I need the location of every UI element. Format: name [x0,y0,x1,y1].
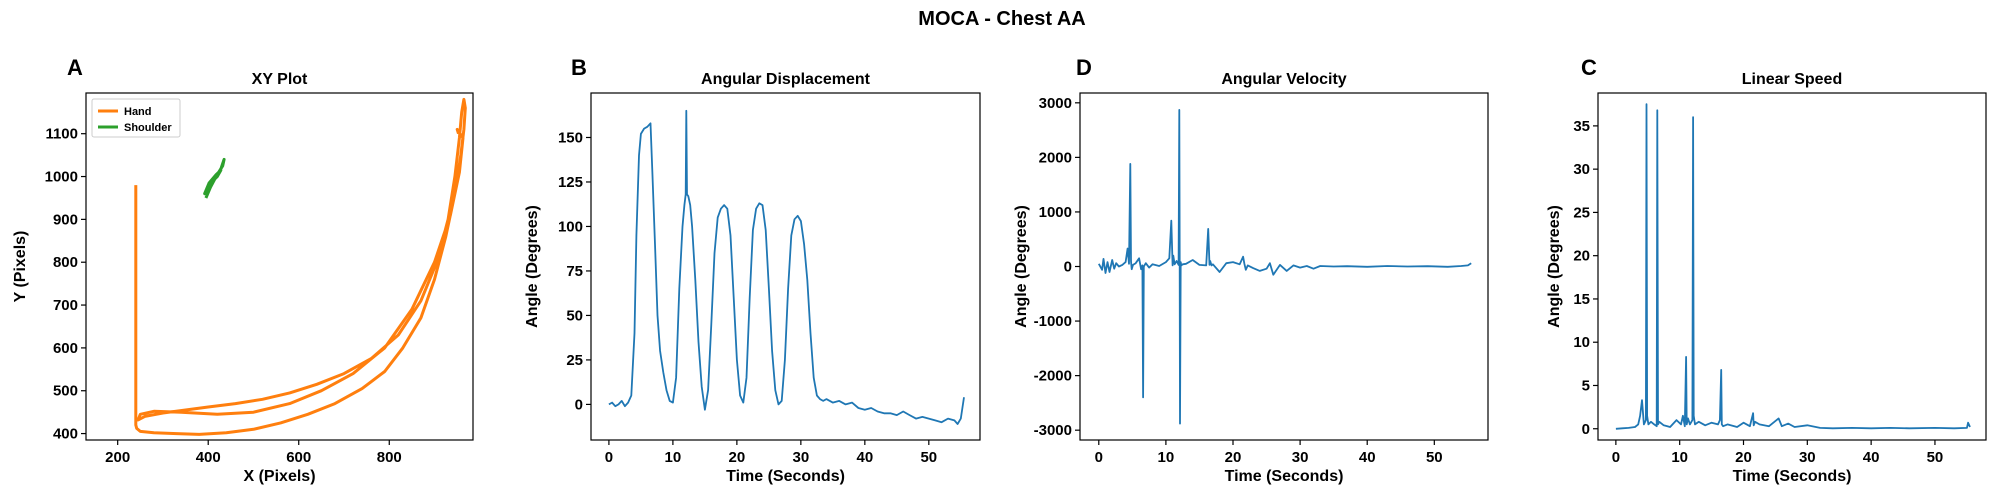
x-tick-label: 0 [1095,449,1103,466]
y-tick-label: 150 [558,129,583,146]
y-axis-label: Y (Pixels) [12,231,29,303]
y-tick-label: 0 [1064,259,1072,276]
x-tick-label: 20 [729,449,746,466]
x-axis-label: X (Pixels) [243,468,315,485]
x-tick-label: 30 [1799,449,1816,466]
y-tick-label: 10 [1573,334,1590,351]
figure-title: MOCA - Chest AA [918,8,1085,30]
x-tick-label: 10 [1671,449,1688,466]
panel-title: Linear Speed [1742,71,1842,88]
x-tick-label: 600 [286,449,311,466]
y-tick-label: 25 [566,352,583,369]
y-axis-label: Angle (Degrees) [1013,205,1030,328]
y-tick-label: 500 [53,383,78,400]
panel-b: B Angular Displacement 0 10 20 30 40 50 0 25 50 75 1… [524,55,981,485]
y-axis-label: Angle (Degrees) [524,205,541,328]
x-tick-label: 20 [1225,449,1242,466]
x-tick-label: 400 [196,449,221,466]
series-line-data [608,109,965,425]
series-line-hand [134,97,467,436]
panel-c: C Linear Speed 0 10 20 30 40 50 0 5 10 15 20 25 30 35 Ti… [1546,55,1987,485]
y-axis-label: Angle (Degrees) [1546,205,1563,328]
y-tick-label: 15 [1573,291,1590,308]
y-tick-label: 30 [1573,161,1590,178]
panel-title: Angular Displacement [701,71,871,88]
y-tick-label: 1000 [45,169,78,186]
series-line-shoulder [203,157,226,199]
x-axis-label: Time (Seconds) [1225,468,1344,485]
y-tick-label: 800 [53,254,78,271]
x-tick-label: 200 [105,449,130,466]
y-tick-label: 50 [566,307,583,324]
y-tick-label: -1000 [1034,313,1072,330]
x-tick-label: 30 [1292,449,1309,466]
x-tick-label: 0 [1612,449,1620,466]
panel-label: A [67,55,83,80]
axes-frame [590,92,981,441]
x-tick-label: 10 [1158,449,1175,466]
y-tick-label: 3000 [1039,95,1072,112]
x-axis-label: Time (Seconds) [1733,468,1852,485]
y-tick-label: 600 [53,340,78,357]
y-tick-label: 1100 [45,126,78,143]
y-tick-label: 0 [1582,421,1590,438]
x-tick-label: 10 [665,449,682,466]
y-tick-label: 100 [558,218,583,235]
x-tick-label: 30 [793,449,810,466]
x-tick-label: 50 [1927,449,1944,466]
legend: Hand Shoulder [91,98,181,138]
panel-label: D [1076,55,1092,80]
y-tick-label: 900 [53,211,78,228]
x-tick-label: 50 [1426,449,1443,466]
x-tick-label: 50 [920,449,937,466]
y-tick-label: 25 [1573,204,1590,221]
y-tick-label: 125 [558,174,583,191]
x-tick-label: 40 [856,449,873,466]
panel-a: A XY Plot 200 400 600 800 400 500 600 700 800 900 10… [12,55,474,485]
y-tick-label: -3000 [1034,422,1072,439]
y-tick-label: 5 [1582,377,1590,394]
axes-frame [85,92,474,441]
series-line-data [1098,109,1472,425]
series-line-data [1615,103,1971,430]
x-tick-label: 800 [377,449,402,466]
x-tick-label: 20 [1735,449,1752,466]
y-tick-label: -2000 [1034,368,1072,385]
y-tick-label: 0 [575,396,583,413]
panel-d: D Angular Velocity 0 10 20 30 40 50 -3000 -2000 -1… [1013,55,1489,485]
x-tick-label: 40 [1863,449,1880,466]
legend-entry: Shoulder [124,122,172,134]
y-tick-label: 75 [566,263,583,280]
y-tick-label: 35 [1573,118,1590,135]
y-tick-label: 20 [1573,248,1590,265]
x-tick-label: 0 [605,449,613,466]
y-tick-label: 2000 [1039,149,1072,166]
x-tick-label: 40 [1359,449,1376,466]
legend-entry: Hand [124,106,152,118]
axes-frame [1597,92,1987,441]
y-tick-label: 1000 [1039,204,1072,221]
y-tick-label: 700 [53,297,78,314]
panel-title: Angular Velocity [1221,71,1346,88]
panel-title: XY Plot [252,71,308,88]
y-tick-label: 400 [53,426,78,443]
panel-label: C [1581,55,1597,80]
panel-label: B [571,55,587,80]
x-axis-label: Time (Seconds) [726,468,845,485]
